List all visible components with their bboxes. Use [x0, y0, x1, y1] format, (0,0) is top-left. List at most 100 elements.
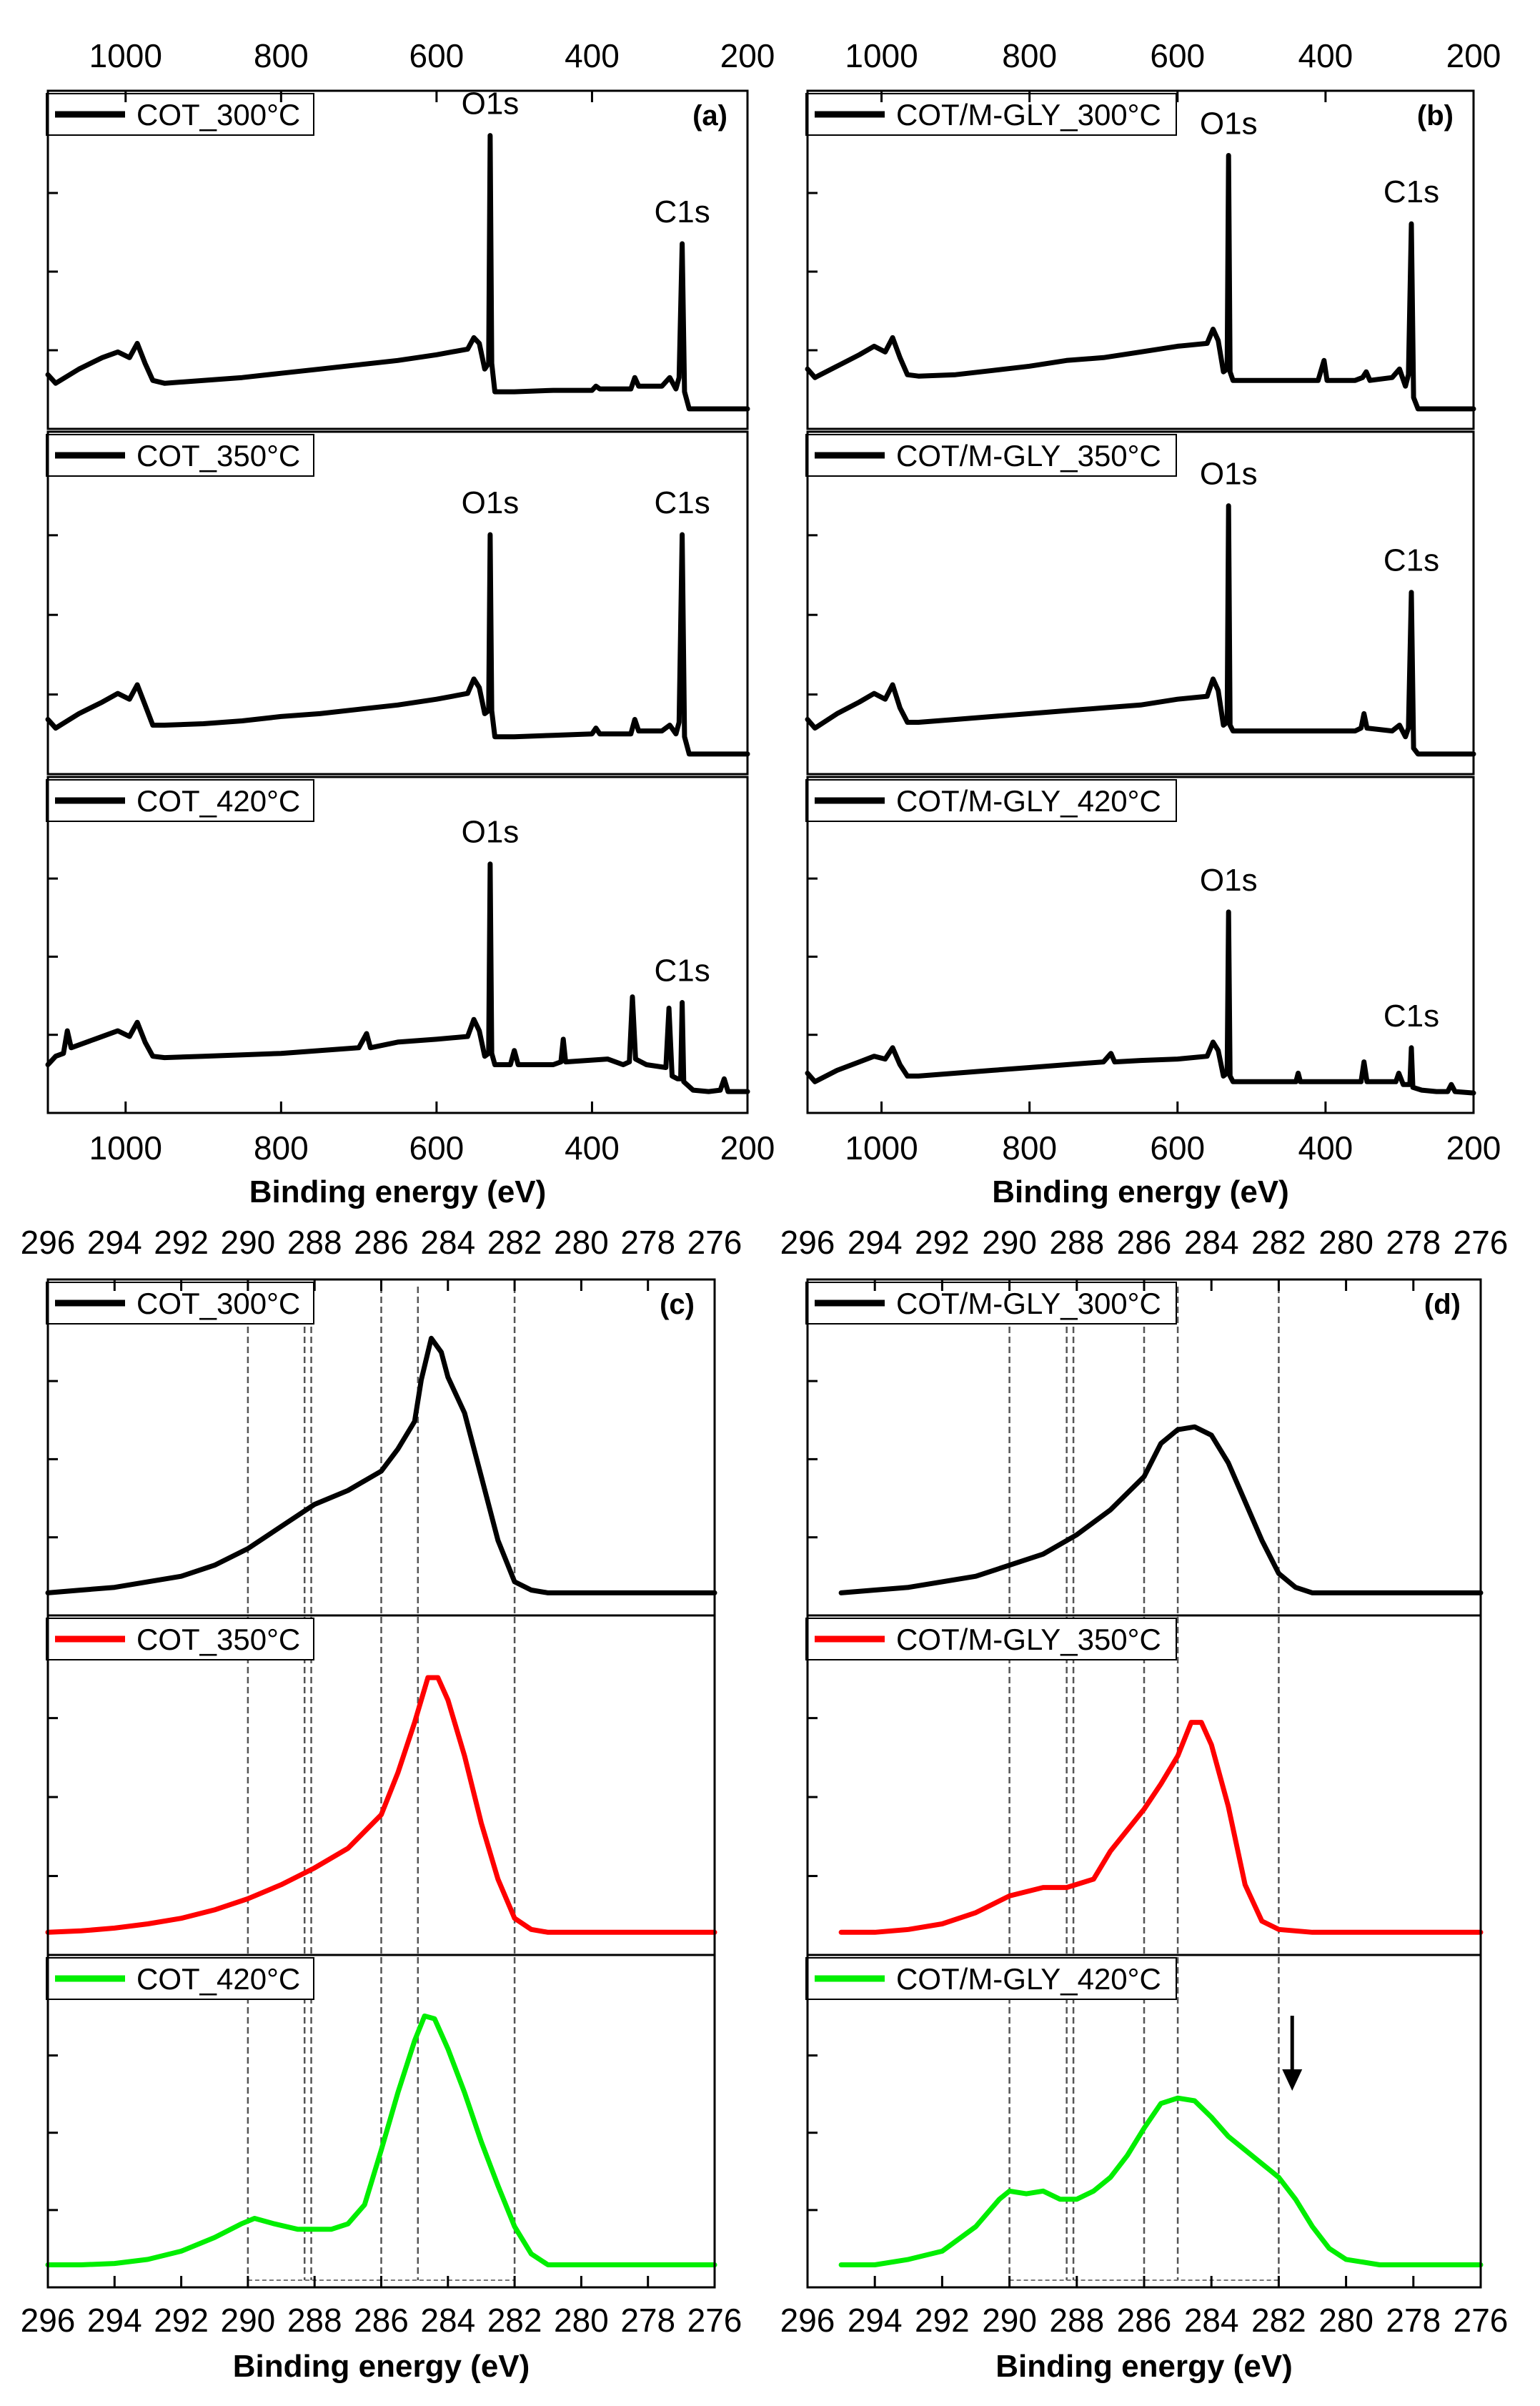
x-tick-label-bottom: 278: [620, 2302, 675, 2339]
series-line-cot-420-c: [45, 861, 750, 1094]
x-tick-label-top: 600: [409, 37, 465, 74]
x-tick-label-top: 294: [87, 1224, 142, 1261]
x-tick-label-top: 282: [487, 1224, 542, 1261]
subplot-frame: [46, 776, 749, 1114]
x-tick-label-top: 292: [154, 1224, 209, 1261]
peak-label-o1s: O1s: [462, 815, 520, 850]
series-line-cot-420-c: [45, 2013, 717, 2267]
legend-label: COT_300°C: [136, 1287, 300, 1320]
legend-label: COT_350°C: [136, 439, 300, 472]
x-tick-label-bottom: 284: [420, 2302, 475, 2339]
panel-letter: (c): [660, 1289, 695, 1320]
x-tick-label-top: 288: [1049, 1224, 1104, 1261]
x-tick-label-bottom: 290: [221, 2302, 276, 2339]
panel-a: O1s C1s COT_300°C O1s C1s COT_350°C O1s C1s COT_…: [45, 37, 775, 1209]
x-tick-label-bottom: 284: [1184, 2302, 1239, 2339]
x-tick-label-top: 200: [720, 37, 775, 74]
x-tick-label-top: 1000: [89, 37, 162, 74]
x-tick-label-top: 286: [354, 1224, 409, 1261]
series-line-cot-m-gly-350-c: [805, 503, 1476, 757]
peak-label-c1s: C1s: [1383, 543, 1439, 578]
peak-label-c1s: C1s: [655, 485, 710, 520]
x-tick-label-bottom: 288: [287, 2302, 342, 2339]
x-tick-label-bottom: 800: [254, 1129, 309, 1167]
x-tick-label-bottom: 282: [1251, 2302, 1306, 2339]
panel-d: COT/M-GLY_300°C COT/M-GLY_350°C COT/M-GLY_…: [780, 1224, 1509, 2384]
series-line-cot-m-gly-350-c: [838, 1720, 1484, 1935]
legend-box: [805, 93, 1177, 136]
series-line-cot-m-gly-300-c: [838, 1424, 1484, 1595]
legend-label: COT/M-GLY_300°C: [896, 1287, 1161, 1320]
x-tick-label-top: 284: [420, 1224, 475, 1261]
x-tick-label-bottom: 280: [554, 2302, 609, 2339]
panel-b: O1s C1s COT/M-GLY_300°C O1s C1s COT/M-GLY_350…: [805, 37, 1501, 1209]
x-tick-label-bottom: 200: [720, 1129, 775, 1167]
x-tick-label-bottom: 400: [1298, 1129, 1353, 1167]
x-tick-label-top: 278: [620, 1224, 675, 1261]
subplot-frame: [806, 776, 1475, 1114]
x-tick-label-bottom: 290: [982, 2302, 1037, 2339]
x-tick-label-bottom: 1000: [845, 1129, 918, 1167]
subplot-frame: [806, 89, 1475, 430]
x-tick-label-bottom: 296: [21, 2302, 76, 2339]
x-tick-label-top: 290: [221, 1224, 276, 1261]
x-tick-label-top: 276: [1454, 1224, 1509, 1261]
x-tick-label-top: 280: [1318, 1224, 1373, 1261]
legend-label: COT_420°C: [136, 784, 300, 818]
legend-label: COT/M-GLY_420°C: [896, 1962, 1161, 1996]
x-tick-label-bottom: 288: [1049, 2302, 1104, 2339]
series-line-cot-350-c: [45, 1675, 717, 1935]
x-tick-label-top: 284: [1184, 1224, 1239, 1261]
x-tick-label-top: 400: [565, 37, 620, 74]
peak-label-o1s: O1s: [1200, 457, 1258, 492]
x-tick-label-bottom: 600: [1150, 1129, 1205, 1167]
peak-label-c1s: C1s: [655, 194, 710, 229]
x-tick-label-top: 200: [1446, 37, 1501, 74]
x-tick-label-top: 1000: [845, 37, 918, 74]
x-tick-label-bottom: 286: [1117, 2302, 1172, 2339]
panel-letter: (d): [1424, 1289, 1461, 1320]
x-axis-title: Binding energy (eV): [249, 1174, 547, 1209]
panel-letter: (b): [1417, 100, 1454, 132]
x-tick-label-bottom: 600: [409, 1129, 465, 1167]
x-tick-label-top: 288: [287, 1224, 342, 1261]
peak-label-o1s: O1s: [1200, 106, 1258, 141]
subplot-frame: [46, 89, 749, 430]
subplot-frame: [46, 430, 749, 776]
x-tick-label-top: 292: [915, 1224, 970, 1261]
x-tick-label-bottom: 800: [1002, 1129, 1057, 1167]
x-tick-label-top: 296: [780, 1224, 835, 1261]
x-tick-label-top: 296: [21, 1224, 76, 1261]
x-tick-label-top: 290: [982, 1224, 1037, 1261]
x-tick-label-bottom: 278: [1386, 2302, 1441, 2339]
peak-label-o1s: O1s: [1200, 863, 1258, 898]
x-tick-label-top: 294: [848, 1224, 903, 1261]
x-tick-label-top: 282: [1251, 1224, 1306, 1261]
subplot-frame: [806, 430, 1475, 776]
x-tick-label-top: 280: [554, 1224, 609, 1261]
series-line-cot-350-c: [45, 532, 750, 757]
legend-label: COT_300°C: [136, 98, 300, 132]
series-line-cot-m-gly-300-c: [805, 153, 1476, 412]
x-tick-label-top: 286: [1117, 1224, 1172, 1261]
x-axis-title: Binding energy (eV): [233, 2349, 530, 2384]
x-tick-label-bottom: 276: [1454, 2302, 1509, 2339]
legend-label: COT_350°C: [136, 1623, 300, 1656]
legend-label: COT/M-GLY_350°C: [896, 439, 1161, 472]
x-tick-label-top: 276: [687, 1224, 742, 1261]
panel-letter: (a): [692, 100, 727, 132]
x-tick-label-bottom: 276: [687, 2302, 742, 2339]
x-tick-label-bottom: 286: [354, 2302, 409, 2339]
x-tick-label-bottom: 294: [87, 2302, 142, 2339]
peak-label-c1s: C1s: [1383, 999, 1439, 1034]
x-tick-label-bottom: 280: [1318, 2302, 1373, 2339]
x-tick-label-bottom: 294: [848, 2302, 903, 2339]
legend-label: COT/M-GLY_300°C: [896, 98, 1161, 132]
legend-label: COT/M-GLY_420°C: [896, 784, 1161, 818]
series-line-cot-m-gly-420-c: [805, 909, 1476, 1096]
x-tick-label-top: 400: [1298, 37, 1353, 74]
x-tick-label-bottom: 296: [780, 2302, 835, 2339]
x-tick-label-bottom: 400: [565, 1129, 620, 1167]
x-tick-label-top: 278: [1386, 1224, 1441, 1261]
arrow-annotation-head: [1282, 2069, 1303, 2091]
